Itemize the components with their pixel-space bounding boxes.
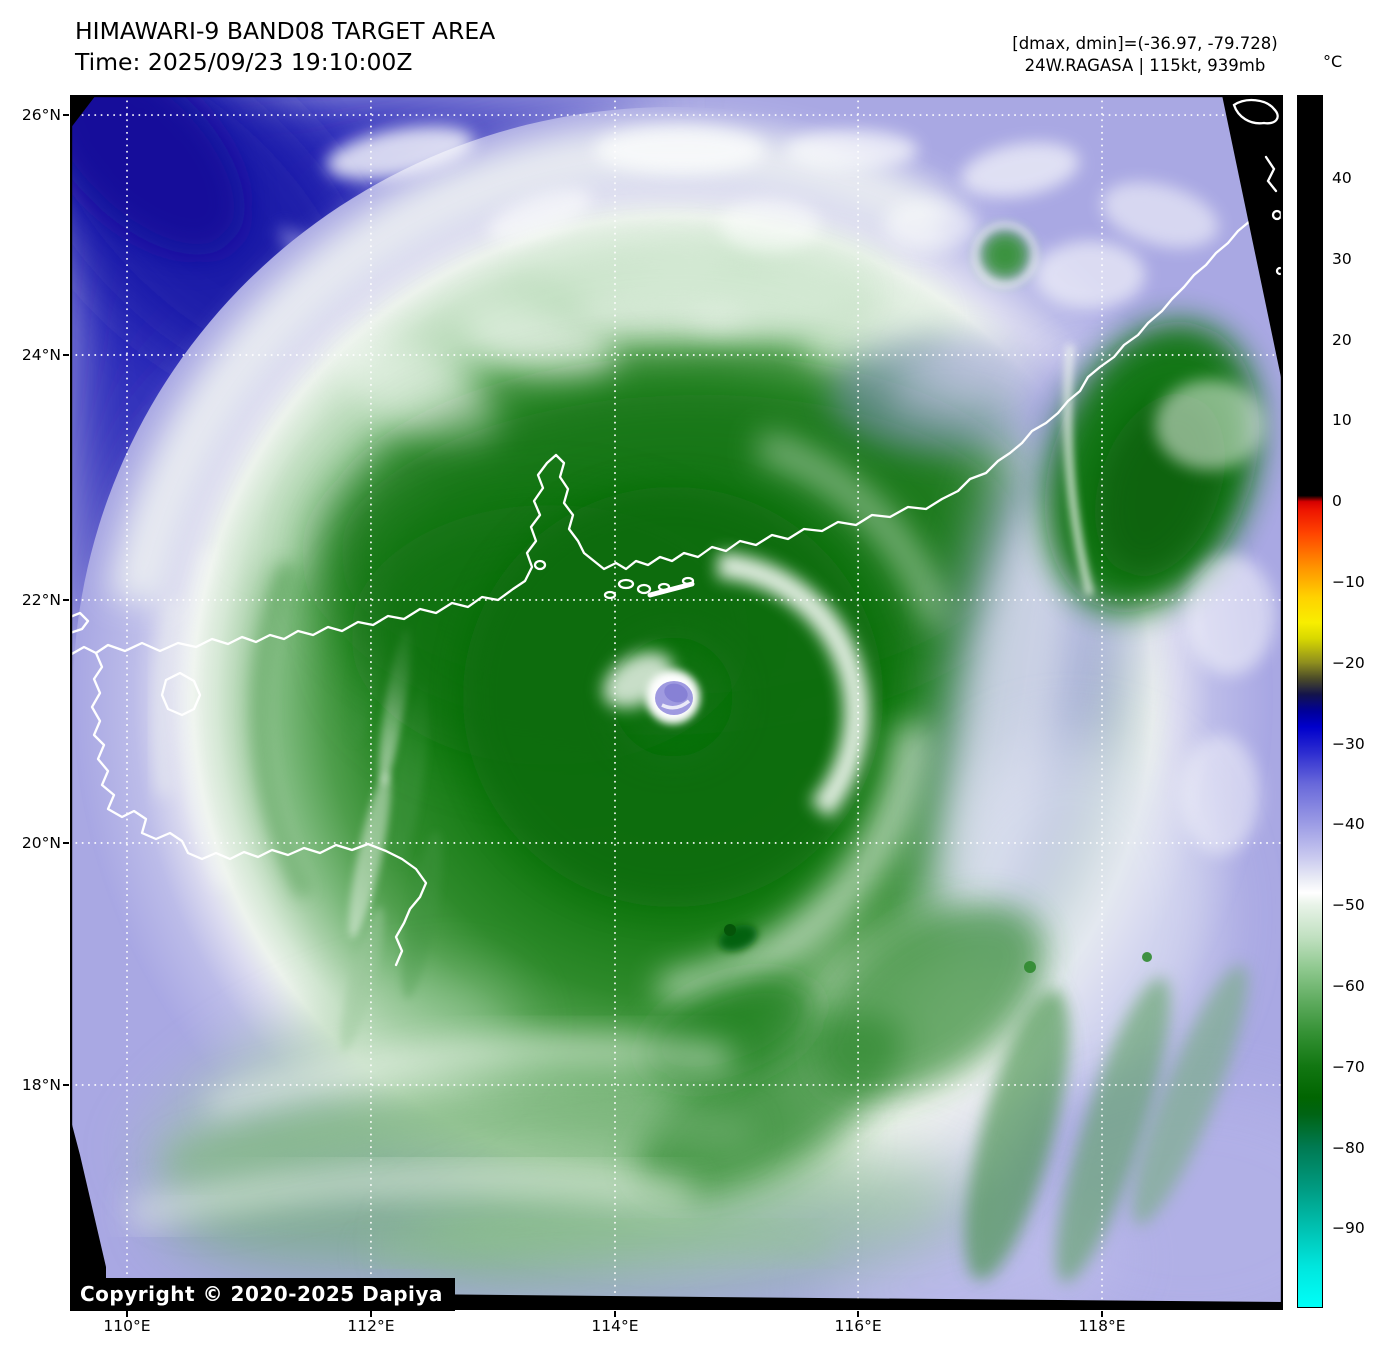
lon-tick-label: 110°E	[103, 1317, 151, 1335]
lon-tick-mark	[1101, 1311, 1103, 1317]
lat-tick-mark	[63, 842, 69, 844]
lon-tick-mark	[857, 1311, 859, 1317]
colorbar-unit-label: °C	[1323, 52, 1343, 71]
colorbar-tick-label: −10	[1332, 573, 1365, 592]
colorbar-tick-label: −40	[1332, 815, 1365, 834]
lat-tick-mark	[63, 599, 69, 601]
storm-info: [dmax, dmin]=(-36.97, -79.728) 24W.RAGASA…	[985, 33, 1305, 77]
lon-tick-mark	[614, 1311, 616, 1317]
lat-tick-label: 24°N	[21, 346, 61, 364]
lat-tick-mark	[63, 1084, 69, 1086]
lat-tick-label: 26°N	[21, 106, 61, 125]
lat-tick-label: 22°N	[21, 590, 61, 609]
lat-tick-mark	[63, 354, 69, 356]
satellite-image	[16, 26, 1380, 1349]
colorbar-tick-label: 30	[1332, 249, 1352, 268]
colorbar-tick-label: −30	[1332, 734, 1365, 753]
lat-tick-label: 18°N	[21, 1075, 61, 1094]
lon-tick-label: 118°E	[1078, 1317, 1126, 1335]
typhoon-eye	[646, 670, 700, 724]
colorbar-tick-label: −50	[1332, 896, 1365, 915]
colorbar-tick-label: 10	[1332, 411, 1352, 430]
lon-tick-label: 112°E	[347, 1317, 395, 1335]
dmax-dmin-readout: [dmax, dmin]=(-36.97, -79.728)	[1012, 34, 1278, 53]
colorbar-tick-label: −70	[1332, 1057, 1365, 1076]
lat-tick-label: 20°N	[21, 833, 61, 852]
lon-tick-mark	[370, 1311, 372, 1317]
colorbar-tick-label: −20	[1332, 653, 1365, 672]
storm-id-intensity: 24W.RAGASA | 115kt, 939mb	[1024, 56, 1266, 75]
copyright-watermark: Copyright © 2020-2025 Dapiya	[70, 1278, 455, 1311]
colorbar-tick-label: −90	[1332, 1219, 1365, 1238]
colorbar-tick-label: 20	[1332, 330, 1352, 349]
satellite-image-panel	[16, 26, 1380, 1349]
cirrus-patches	[326, 126, 1275, 855]
coastline	[68, 181, 1285, 967]
colorbar-tick-label: 0	[1332, 492, 1342, 511]
map-frame	[69, 94, 1284, 1311]
lon-tick-label: 114°E	[591, 1317, 639, 1335]
colorbar-tick-label: 40	[1332, 168, 1352, 187]
gridlines	[69, 94, 1284, 1311]
colorbar	[1297, 95, 1323, 1308]
colorbar-tick-label: −60	[1332, 976, 1365, 995]
lat-tick-mark	[63, 114, 69, 116]
lon-tick-label: 116°E	[834, 1317, 882, 1335]
page-title: HIMAWARI-9 BAND08 TARGET AREA Time: 2025/…	[75, 16, 495, 78]
title-line2: Time: 2025/09/23 19:10:00Z	[75, 48, 413, 76]
colorbar-tick-label: −80	[1332, 1138, 1365, 1157]
lon-tick-mark	[126, 1311, 128, 1317]
title-line1: HIMAWARI-9 BAND08 TARGET AREA	[75, 17, 496, 45]
